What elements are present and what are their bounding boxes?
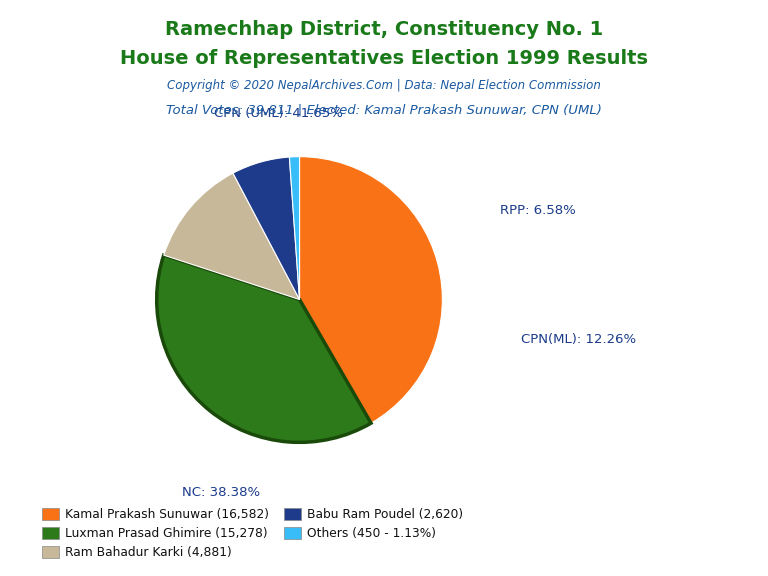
Wedge shape <box>157 255 371 442</box>
Text: House of Representatives Election 1999 Results: House of Representatives Election 1999 R… <box>120 49 648 68</box>
Wedge shape <box>164 173 300 300</box>
Text: NC: 38.38%: NC: 38.38% <box>182 486 260 499</box>
Text: CPN(ML): 12.26%: CPN(ML): 12.26% <box>521 333 636 346</box>
Legend: Kamal Prakash Sunuwar (16,582), Luxman Prasad Ghimire (15,278), Ram Bahadur Kark: Kamal Prakash Sunuwar (16,582), Luxman P… <box>37 503 468 564</box>
Wedge shape <box>300 157 442 423</box>
Text: CPN (UML): 41.65%: CPN (UML): 41.65% <box>214 107 343 120</box>
Text: RPP: 6.58%: RPP: 6.58% <box>499 204 575 218</box>
Wedge shape <box>290 157 300 300</box>
Text: Ramechhap District, Constituency No. 1: Ramechhap District, Constituency No. 1 <box>165 20 603 39</box>
Wedge shape <box>233 157 300 300</box>
Text: Copyright © 2020 NepalArchives.Com | Data: Nepal Election Commission: Copyright © 2020 NepalArchives.Com | Dat… <box>167 79 601 93</box>
Text: Total Votes: 39,811 | Elected: Kamal Prakash Sunuwar, CPN (UML): Total Votes: 39,811 | Elected: Kamal Pra… <box>166 104 602 117</box>
